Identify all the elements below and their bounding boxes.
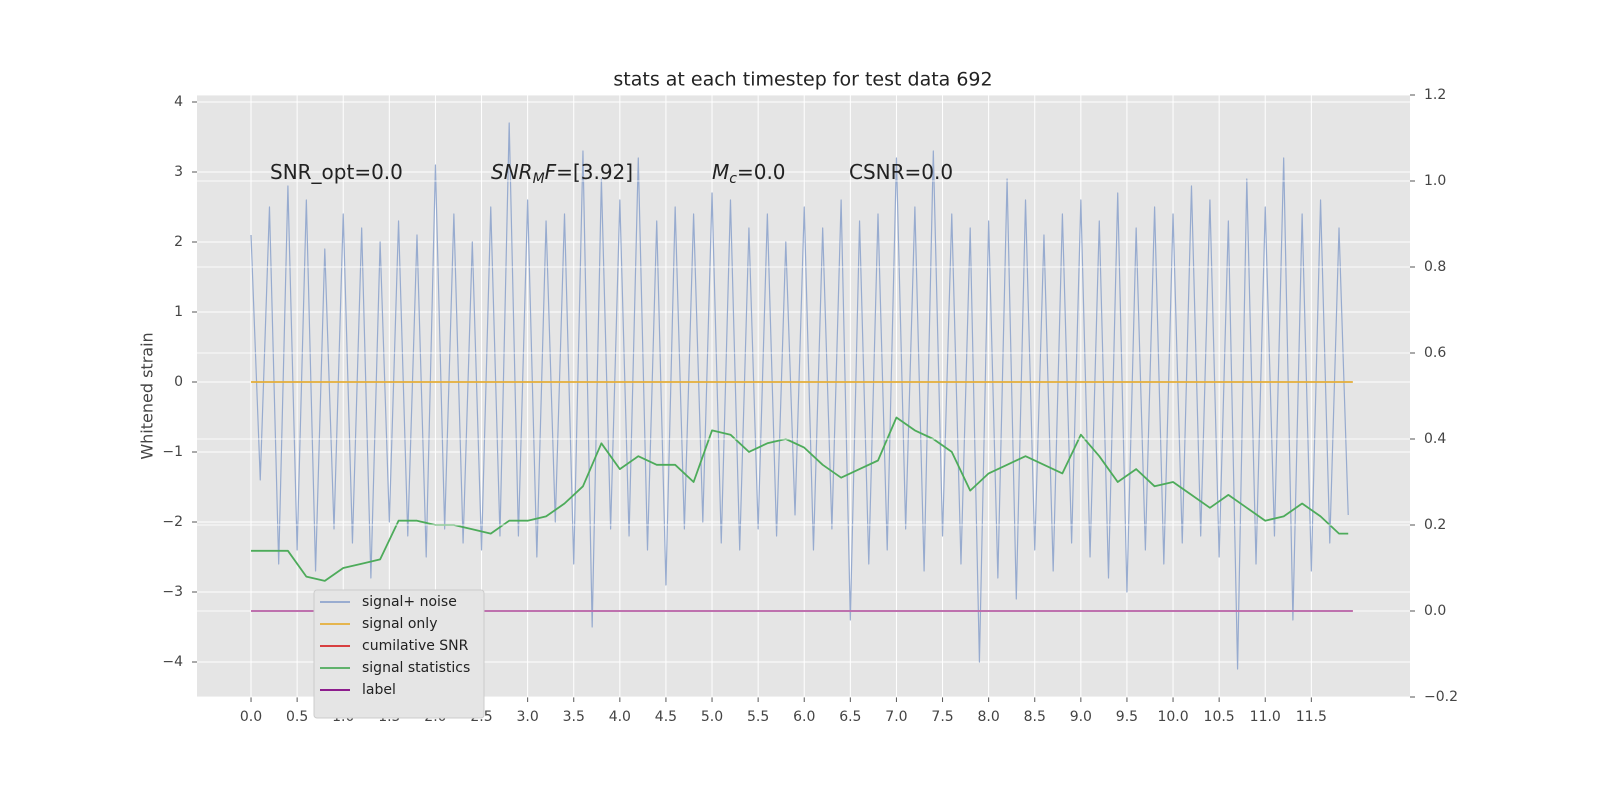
y2-tick-label: 1.0 xyxy=(1424,173,1446,189)
x-tick-label: 7.0 xyxy=(885,709,907,725)
annotation: SNRMF=[3.92] xyxy=(491,160,633,188)
y-axis-label: Whitened strain xyxy=(138,332,157,459)
y-tick-label: 3 xyxy=(174,164,183,180)
legend-box xyxy=(313,589,485,719)
x-tick-label: 10.5 xyxy=(1204,709,1235,725)
y2-tick-label: 0.2 xyxy=(1424,517,1446,533)
series-line xyxy=(250,122,1349,670)
x-tick-label: 11.5 xyxy=(1296,709,1327,725)
legend-label: signal only xyxy=(362,616,437,632)
annotation-part: c xyxy=(729,171,737,187)
y2-tick-label: 0.8 xyxy=(1424,259,1446,275)
x-tick-label: 3.0 xyxy=(517,709,539,725)
x-tick-label: 7.5 xyxy=(931,709,953,725)
y-tick-label: 1 xyxy=(174,304,183,320)
x-tick-label: 5.5 xyxy=(747,709,769,725)
y-tick-label: −2 xyxy=(162,514,183,530)
y-tick-label: −3 xyxy=(162,584,183,600)
annotation-part: M xyxy=(712,160,729,184)
y2-tick-label: 1.2 xyxy=(1424,87,1446,103)
y-tick-label: 0 xyxy=(174,374,183,390)
x-tick-label: 0.0 xyxy=(240,709,262,725)
x-tick-label: 8.0 xyxy=(978,709,1000,725)
annotation-part: CSNR=0.0 xyxy=(849,160,953,184)
y2-tick-label: 0.6 xyxy=(1424,345,1446,361)
x-tick-label: 10.0 xyxy=(1157,709,1188,725)
x-tick-label: 0.5 xyxy=(286,709,308,725)
annotation-part: =[3.92] xyxy=(556,160,633,184)
x-tick-label: 11.0 xyxy=(1250,709,1281,725)
x-tick-label: 9.5 xyxy=(1116,709,1138,725)
legend-label: signal statistics xyxy=(362,660,470,676)
chart-title: stats at each timestep for test data 692 xyxy=(613,69,992,91)
legend-label: signal+ noise xyxy=(362,594,457,610)
annotation: CSNR=0.0 xyxy=(849,160,953,184)
annotation-part: SNR_opt=0.0 xyxy=(270,160,403,184)
annotation: Mc=0.0 xyxy=(712,160,786,188)
y2-tick-label: −0.2 xyxy=(1424,689,1458,705)
annotation-part: M xyxy=(533,171,545,187)
y2-tick-label: 0.4 xyxy=(1424,431,1446,447)
annotation-part: SNR xyxy=(491,160,533,184)
y-tick-label: 2 xyxy=(174,234,183,250)
annotation: SNR_opt=0.0 xyxy=(270,160,403,184)
legend-label: label xyxy=(362,682,396,698)
x-tick-label: 8.5 xyxy=(1024,709,1046,725)
x-tick-label: 4.0 xyxy=(609,709,631,725)
y-tick-label: −1 xyxy=(162,444,183,460)
x-tick-label: 6.0 xyxy=(793,709,815,725)
x-tick-label: 5.0 xyxy=(701,709,723,725)
y-tick-label: −4 xyxy=(162,654,183,670)
x-tick-label: 9.0 xyxy=(1070,709,1092,725)
x-tick-label: 4.5 xyxy=(655,709,677,725)
y-tick-label: 4 xyxy=(174,94,183,110)
annotation-part: F xyxy=(545,160,557,184)
legend-label: cumilative SNR xyxy=(362,638,469,654)
y2-tick-label: 0.0 xyxy=(1424,603,1446,619)
x-tick-label: 3.5 xyxy=(563,709,585,725)
x-tick-label: 6.5 xyxy=(839,709,861,725)
annotation-part: =0.0 xyxy=(737,160,786,184)
